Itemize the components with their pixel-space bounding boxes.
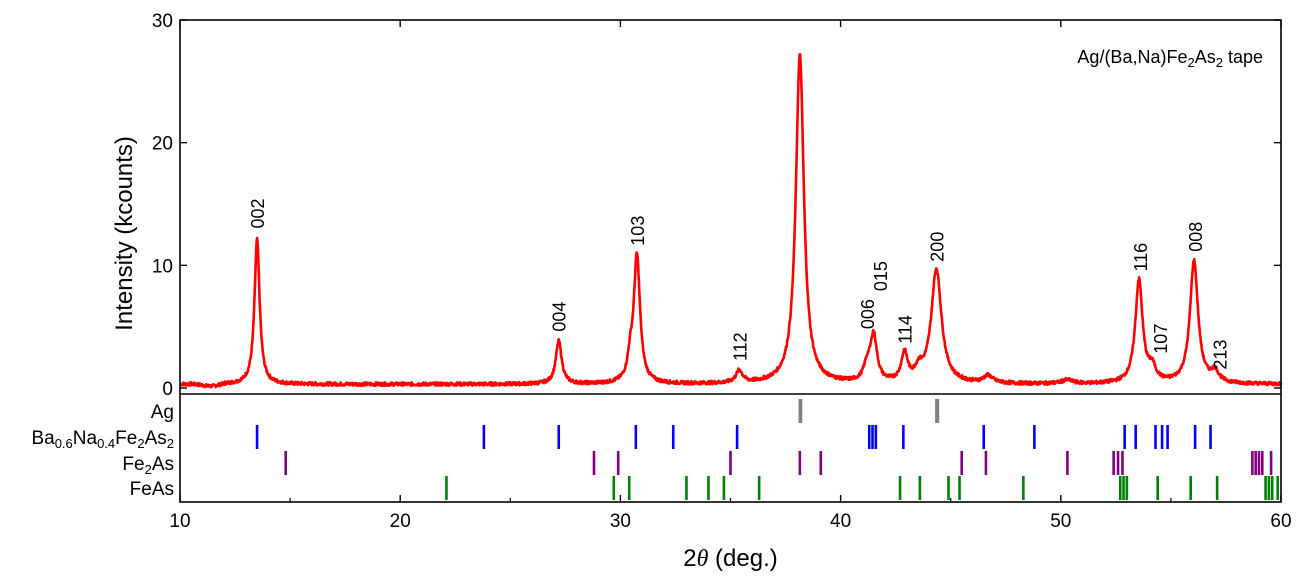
phase-row-Ag — [798, 399, 940, 423]
y-tick-label: 0 — [162, 379, 173, 400]
phase-row-FeAs — [445, 476, 1279, 500]
peak-label-004: 004 — [550, 302, 570, 332]
phase-label: Fe2As — [122, 454, 174, 477]
x-tick-label: 20 — [390, 511, 411, 532]
y-tick-label: 10 — [152, 256, 173, 277]
peak-label-006: 006 — [858, 299, 878, 329]
xrd-series-line-0 — [179, 53, 1283, 389]
plot-frame — [179, 19, 1282, 503]
peak-label-002: 002 — [248, 198, 268, 228]
peak-label-015: 015 — [871, 261, 891, 291]
phase-label: FeAs — [130, 479, 174, 500]
phase-row-Ba0.6Na0.4Fe2As2 — [255, 425, 1212, 449]
peak-label-103: 103 — [628, 216, 648, 246]
x-tick-label: 40 — [830, 511, 851, 532]
pattern-layer — [179, 53, 1283, 389]
y-tick-label: 20 — [152, 134, 173, 155]
phase-label: Ag — [151, 402, 174, 423]
x-tick-label: 60 — [1270, 511, 1291, 532]
x-tick-label: 30 — [610, 511, 631, 532]
y-axis-title: Intensity (kcounts) — [111, 136, 138, 331]
peak-label-200: 200 — [927, 232, 947, 262]
peak-label-008: 008 — [1186, 222, 1206, 252]
x-tick-label: 50 — [1050, 511, 1071, 532]
phase-label: Ba0.6Na0.4Fe2As2 — [31, 428, 174, 451]
peak-label-114: 114 — [896, 315, 916, 344]
phase-row-Fe2As — [284, 451, 1273, 475]
peak-label-116: 116 — [1131, 243, 1151, 272]
x-tick-label: 10 — [169, 511, 190, 532]
x-axis-title: 2θ (deg.) — [683, 545, 778, 572]
axes-layer — [179, 19, 1282, 503]
chart-title: Ag/(Ba,Na)Fe2As2 tape — [1077, 47, 1263, 70]
peak-label-107: 107 — [1151, 324, 1171, 354]
peak-label-112: 112 — [730, 332, 750, 361]
phase-ticks-layer — [255, 399, 1279, 500]
peak-label-213: 213 — [1210, 340, 1230, 370]
y-tick-label: 30 — [152, 11, 173, 32]
